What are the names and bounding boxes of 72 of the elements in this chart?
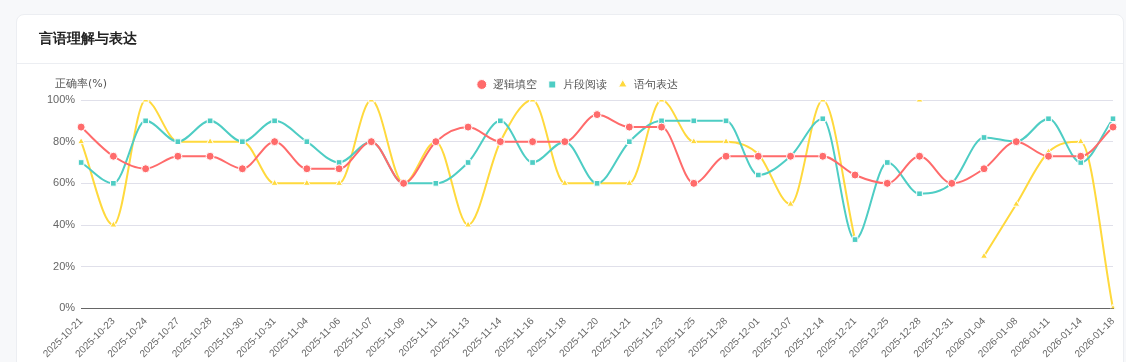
y-tick-label: 40% — [53, 218, 76, 231]
point — [658, 117, 665, 125]
point — [463, 122, 473, 132]
point — [528, 137, 538, 147]
point — [689, 178, 699, 188]
point — [302, 164, 312, 174]
point — [721, 151, 731, 161]
point — [334, 164, 344, 174]
point — [77, 159, 85, 166]
point — [270, 178, 279, 186]
point — [850, 170, 860, 180]
legend-label: 逻辑填空 — [492, 77, 537, 90]
point — [819, 115, 827, 123]
chart-title: 言语理解与表达 — [39, 30, 137, 48]
point — [206, 117, 214, 125]
legend-label: 语句表达 — [633, 77, 678, 90]
point — [625, 138, 633, 145]
point — [142, 117, 149, 125]
point — [109, 220, 118, 228]
point — [432, 180, 440, 187]
point — [818, 151, 828, 161]
point — [1012, 199, 1021, 207]
point — [206, 137, 215, 145]
point — [108, 151, 118, 161]
legend-label: 片段阅读 — [563, 77, 608, 90]
point — [141, 164, 151, 174]
point — [624, 122, 634, 132]
point — [690, 117, 698, 125]
point — [1045, 115, 1052, 123]
point — [1109, 115, 1117, 123]
point — [464, 159, 472, 166]
point — [1044, 151, 1054, 161]
point — [1108, 122, 1118, 132]
point — [689, 137, 698, 145]
point — [173, 151, 183, 161]
point — [76, 122, 86, 132]
point — [237, 164, 247, 174]
point — [882, 178, 892, 188]
y-tick-label: 100% — [46, 93, 76, 106]
y-tick-label: 20% — [53, 259, 76, 272]
point — [464, 220, 473, 228]
point — [625, 178, 634, 186]
point — [110, 180, 117, 187]
point — [979, 164, 989, 174]
point — [205, 151, 215, 161]
point — [560, 178, 569, 186]
point — [271, 117, 278, 125]
point — [302, 178, 311, 186]
point — [335, 159, 343, 166]
y-tick-label: 0% — [59, 301, 76, 314]
y-tick-label: 60% — [53, 176, 76, 189]
point — [753, 151, 763, 161]
y-axis-title: 正确率(%) — [55, 77, 108, 91]
point — [592, 110, 602, 120]
y-tick-label: 80% — [53, 134, 76, 147]
point — [529, 159, 536, 166]
point — [980, 134, 988, 141]
point — [270, 137, 280, 147]
point — [916, 190, 923, 198]
point — [335, 178, 344, 186]
point — [754, 171, 762, 179]
point — [1076, 137, 1085, 145]
point — [722, 117, 730, 125]
point — [980, 251, 988, 259]
point — [1076, 151, 1086, 161]
point — [915, 151, 925, 161]
point — [303, 138, 311, 145]
point — [497, 117, 504, 125]
point — [657, 122, 667, 132]
point — [786, 199, 795, 207]
point — [77, 137, 86, 145]
point — [883, 159, 891, 166]
